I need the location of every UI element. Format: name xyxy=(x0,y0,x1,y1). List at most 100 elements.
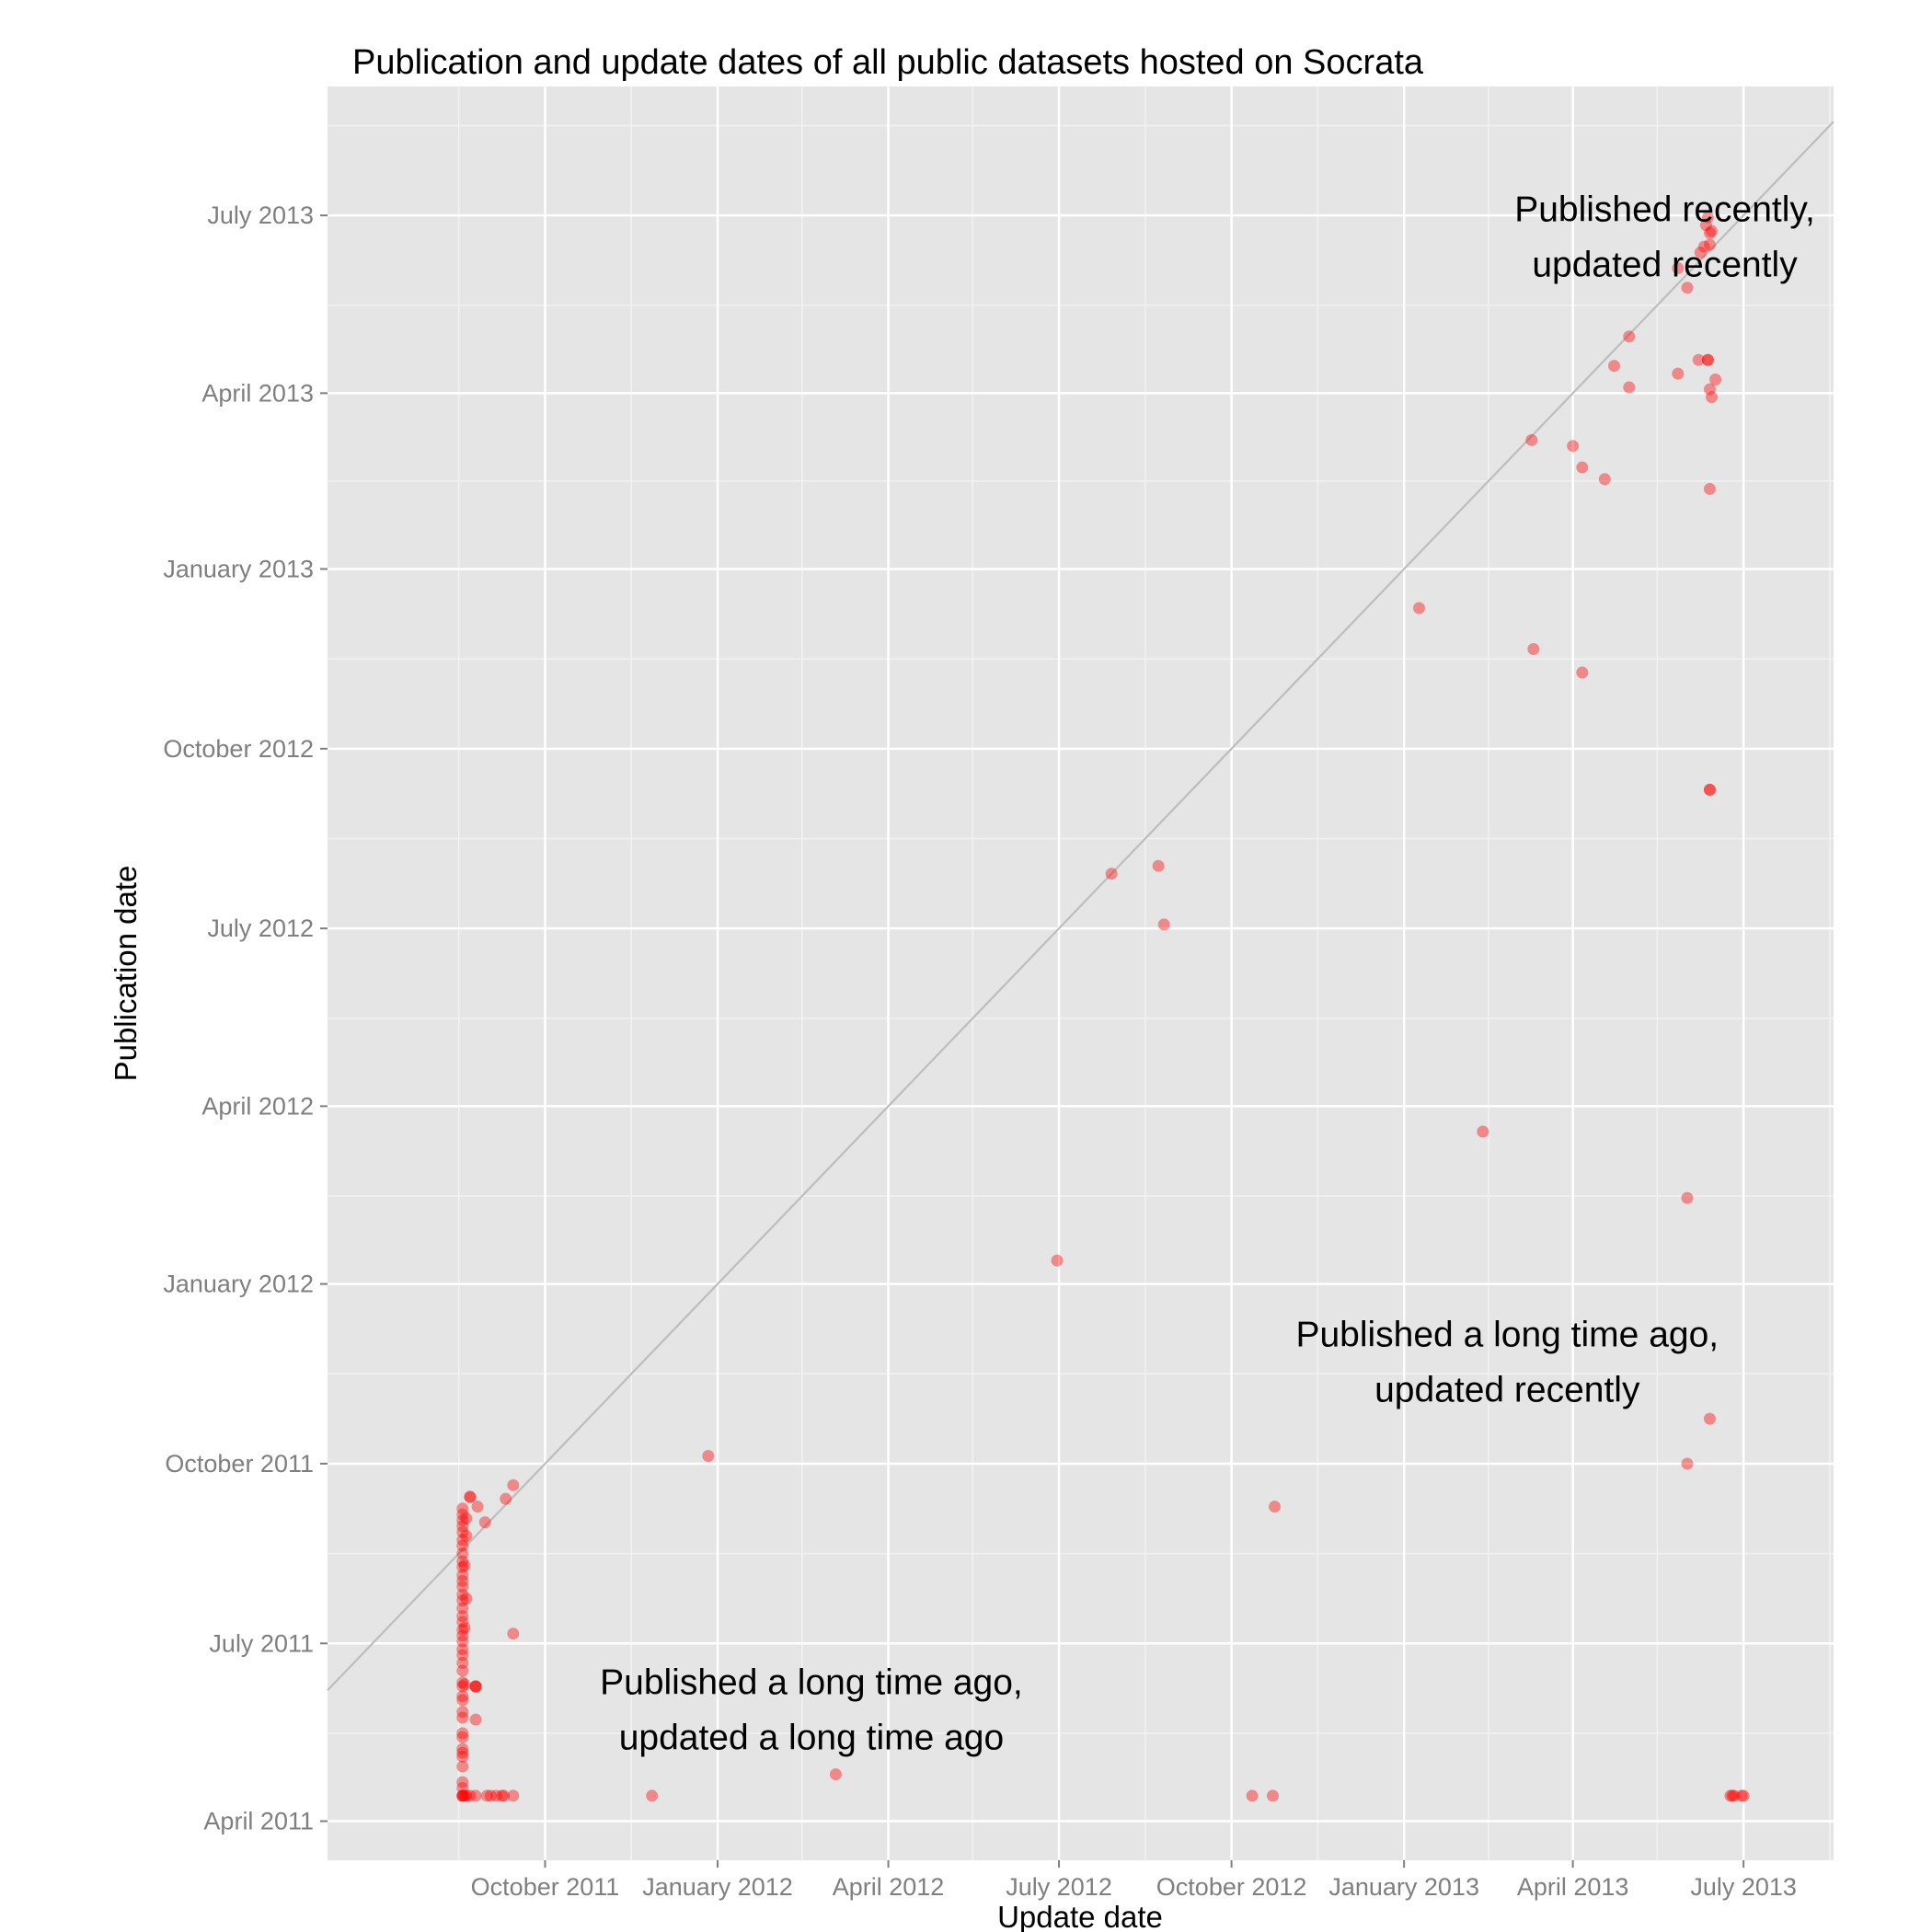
data-point xyxy=(456,1508,469,1521)
y-tick-label: October 2011 xyxy=(165,1450,314,1478)
x-tick-label: April 2013 xyxy=(1517,1873,1629,1901)
data-point xyxy=(456,1594,469,1607)
data-point xyxy=(1576,666,1589,679)
x-tick-label: January 2012 xyxy=(642,1873,793,1901)
data-point xyxy=(456,1629,469,1642)
data-point xyxy=(1703,783,1716,796)
annotation-line: Published a long time ago, xyxy=(600,1663,1023,1703)
data-point xyxy=(1527,643,1540,656)
data-point xyxy=(469,1680,482,1693)
data-point xyxy=(1477,1125,1489,1138)
data-point xyxy=(1672,367,1685,380)
data-point xyxy=(1726,1789,1739,1802)
data-point xyxy=(456,1547,469,1560)
data-point xyxy=(458,1789,471,1802)
data-point xyxy=(507,1627,520,1640)
data-point xyxy=(1703,1412,1716,1425)
data-point xyxy=(456,1680,469,1693)
data-point xyxy=(456,1525,469,1538)
y-tick-label: July 2013 xyxy=(207,201,314,229)
data-point xyxy=(1737,1789,1750,1802)
data-point xyxy=(1525,433,1538,446)
data-point xyxy=(456,1649,469,1662)
data-point xyxy=(1694,246,1707,259)
data-point xyxy=(1701,353,1714,366)
data-point xyxy=(1607,360,1620,373)
data-point xyxy=(1152,859,1165,872)
x-tick-label: October 2011 xyxy=(471,1873,620,1901)
data-point xyxy=(456,1502,469,1515)
annotation-line: Published a long time ago, xyxy=(1295,1316,1719,1355)
plot-panel xyxy=(328,86,1834,1860)
data-point xyxy=(1266,1789,1279,1802)
data-point xyxy=(500,1492,512,1505)
data-point xyxy=(1598,473,1611,486)
data-points xyxy=(456,211,1750,1802)
data-point xyxy=(460,1530,473,1543)
data-point xyxy=(456,1727,469,1740)
data-point xyxy=(469,1680,482,1693)
data-point xyxy=(456,1560,469,1573)
x-tick-label: October 2012 xyxy=(1156,1873,1307,1901)
annotations: Published recently, updated recentlyPubli… xyxy=(600,190,1815,1758)
y-axis-title: Publication date xyxy=(109,866,143,1082)
minor-gridlines xyxy=(328,86,1834,1860)
data-point xyxy=(456,1623,469,1636)
x-tick-label: July 2012 xyxy=(1006,1873,1112,1901)
data-point xyxy=(496,1789,509,1802)
annotation-text: Published a long time ago, updated a long… xyxy=(600,1663,1023,1758)
data-point xyxy=(458,1678,471,1691)
data-point xyxy=(458,1621,471,1634)
data-point xyxy=(1268,1501,1281,1513)
data-point xyxy=(456,1760,469,1773)
data-point xyxy=(1735,1789,1748,1802)
data-point xyxy=(456,1555,469,1568)
data-point xyxy=(456,1664,469,1677)
y-tick-label: January 2012 xyxy=(163,1271,314,1298)
data-point xyxy=(484,1789,497,1802)
data-point xyxy=(456,1781,469,1794)
data-point xyxy=(498,1789,511,1802)
data-point xyxy=(456,1657,469,1670)
data-point xyxy=(1699,219,1712,232)
data-point xyxy=(456,1706,469,1719)
data-point xyxy=(480,1789,493,1802)
data-point xyxy=(460,1789,473,1802)
annotation-text: Published a long time ago, updated recent… xyxy=(1295,1316,1719,1410)
data-point xyxy=(456,1789,469,1802)
data-point xyxy=(464,1789,477,1802)
x-axis-title: Update date xyxy=(997,1900,1163,1932)
annotation-line: Published recently, xyxy=(1514,190,1815,230)
x-tick-label: January 2013 xyxy=(1328,1873,1479,1901)
data-point xyxy=(456,1746,469,1759)
major-gridlines xyxy=(328,86,1834,1860)
y-tick-label: April 2011 xyxy=(203,1808,314,1835)
data-point xyxy=(456,1514,469,1527)
data-point xyxy=(1703,783,1716,796)
data-point xyxy=(456,1742,469,1755)
chart-title: Publication and update dates of all publ… xyxy=(352,43,1424,82)
data-point xyxy=(456,1534,469,1547)
data-point xyxy=(456,1643,469,1656)
data-point xyxy=(456,1731,469,1743)
annotation-text: Published recently, updated recently xyxy=(1514,190,1815,285)
data-point xyxy=(456,1539,469,1552)
data-point xyxy=(469,1680,482,1693)
x-tick-label: July 2013 xyxy=(1690,1873,1797,1901)
reference-line-layer xyxy=(327,121,1834,1692)
data-point xyxy=(507,1789,520,1802)
data-point xyxy=(1703,383,1716,396)
data-point xyxy=(1623,330,1636,343)
data-point xyxy=(456,1789,469,1802)
data-point xyxy=(460,1512,473,1524)
data-point xyxy=(1157,918,1170,931)
data-point xyxy=(1672,261,1685,274)
data-point xyxy=(1709,374,1722,386)
data-point xyxy=(1728,1789,1741,1802)
data-point xyxy=(456,1520,469,1533)
data-point xyxy=(646,1789,659,1802)
data-point xyxy=(456,1610,469,1623)
data-point xyxy=(456,1694,469,1707)
data-point xyxy=(456,1750,469,1763)
